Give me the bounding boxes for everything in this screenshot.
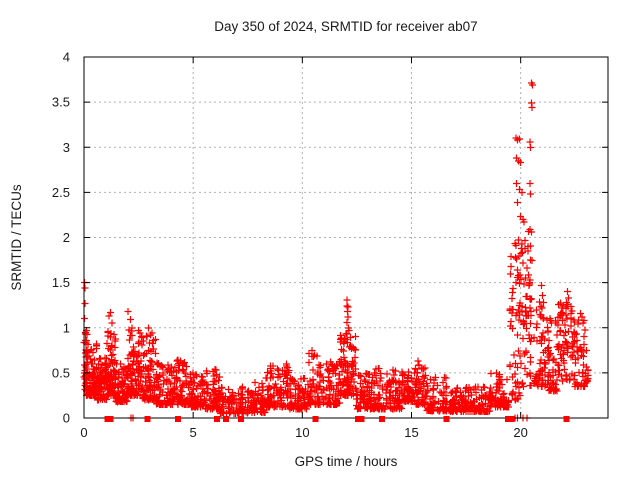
x-tick-label: 15 [404,425,418,440]
y-axis-label: SRMTID / TECUs [9,184,24,291]
scatter-points [80,79,592,422]
x-axis-label: GPS time / hours [295,454,398,469]
y-tick-label: 1.5 [52,275,70,290]
y-tick-label: 3 [63,140,70,155]
x-tick-label: 20 [513,425,527,440]
y-tick-label: 2.5 [52,185,70,200]
y-tick-label: 0.5 [52,365,70,380]
flag-squares [104,416,570,422]
x-tick-label: 0 [80,425,87,440]
x-tick-label: 10 [295,425,309,440]
y-tick-label: 4 [63,50,70,65]
y-tick-label: 1 [63,320,70,335]
tick-labels: 0 5 10 15 20 0 0.5 1 1.5 2 2.5 3 3.5 4 [52,50,528,441]
chart-title: Day 350 of 2024, SRMTID for receiver ab0… [214,19,477,34]
y-tick-label: 3.5 [52,95,70,110]
x-tick-label: 5 [190,425,197,440]
y-tick-label: 0 [63,411,70,426]
y-tick-label: 2 [63,230,70,245]
axis-ticks [83,56,608,419]
